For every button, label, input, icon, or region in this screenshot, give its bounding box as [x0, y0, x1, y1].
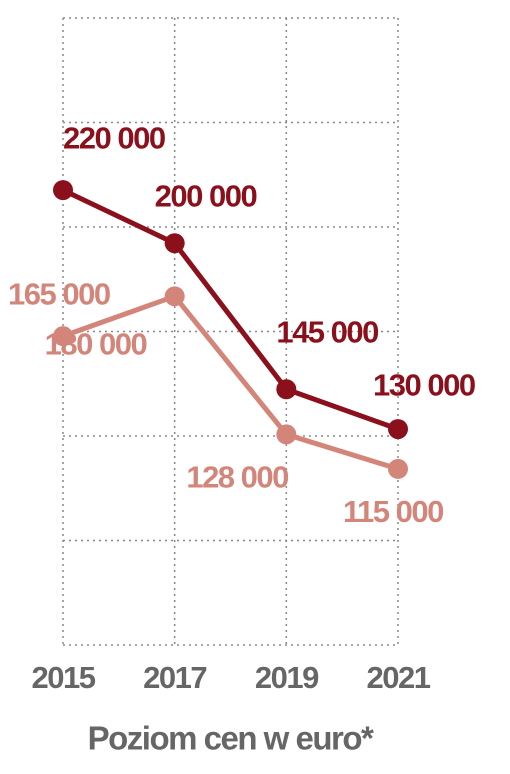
- x-axis-title: Poziom cen w euro*: [88, 720, 374, 757]
- value-label: 220 000: [63, 120, 165, 155]
- value-label: 115 000: [343, 494, 443, 529]
- line: [62, 293, 399, 472]
- line: [61, 187, 399, 432]
- point: [164, 286, 185, 307]
- x-tick-label: 2015: [32, 660, 96, 695]
- point: [276, 379, 297, 400]
- x-tick-label: 2017: [143, 660, 206, 695]
- point: [53, 180, 73, 201]
- value-label: 130 000: [373, 367, 475, 402]
- point: [388, 419, 408, 440]
- value-label: 145 000: [276, 314, 378, 349]
- value-label: 165 000: [8, 276, 110, 311]
- x-tick-label: 2021: [367, 660, 431, 695]
- point: [388, 458, 408, 479]
- point: [276, 424, 297, 445]
- point: [164, 233, 185, 254]
- value-label: 128 000: [186, 460, 288, 495]
- value-label: 200 000: [155, 178, 257, 213]
- value-label: 180 000: [45, 327, 147, 362]
- point: [53, 326, 73, 347]
- x-tick-label: 2019: [255, 660, 319, 695]
